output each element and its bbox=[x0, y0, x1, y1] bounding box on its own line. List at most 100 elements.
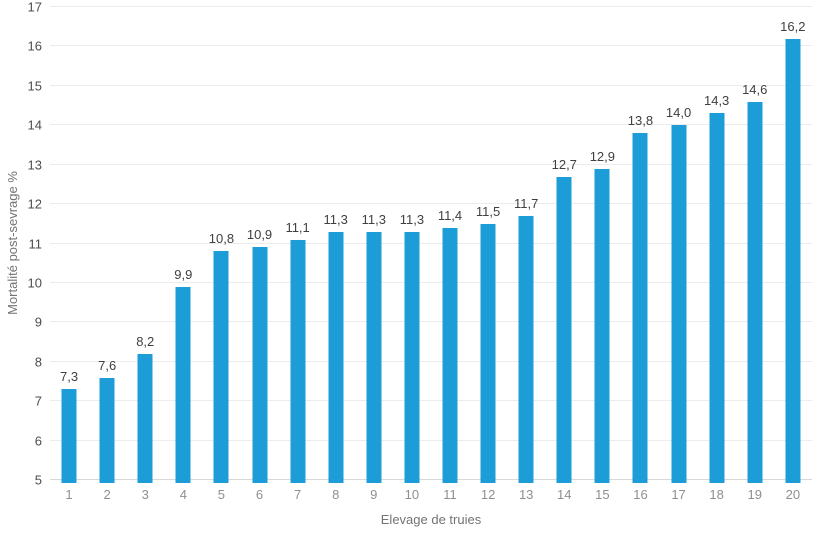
bar-value-label: 14,3 bbox=[703, 93, 730, 109]
x-tick-label: 1 bbox=[65, 487, 73, 502]
bar-value-label: 10,8 bbox=[208, 231, 235, 247]
y-tick-label: 13 bbox=[27, 157, 42, 173]
y-tick-label: 15 bbox=[27, 78, 42, 94]
bar-19 bbox=[747, 101, 763, 483]
bar-cell-5: 10,8 5 bbox=[202, 7, 240, 501]
y-tick-label: 14 bbox=[27, 117, 42, 133]
bar-cell-1: 7,3 1 bbox=[50, 7, 88, 501]
bar-cell-17: 14,0 17 bbox=[660, 7, 698, 501]
bar-value-label: 14,0 bbox=[665, 105, 692, 121]
bar-13 bbox=[518, 215, 534, 483]
bar-9 bbox=[366, 231, 382, 483]
bar-8 bbox=[328, 231, 344, 483]
bar-20 bbox=[785, 38, 801, 483]
gridline-y-17 bbox=[50, 6, 812, 7]
gridline-y-15 bbox=[50, 84, 812, 86]
y-tick-label: 5 bbox=[34, 472, 42, 488]
y-tick-label: 9 bbox=[34, 314, 42, 330]
bar-cell-6: 10,9 6 bbox=[240, 7, 278, 501]
bars-container: 7,3 1 7,6 2 8,2 3 9,9 4 10,8 5 10,9 6 11,1 7 11,3 8 11,3… bbox=[50, 7, 812, 501]
x-tick-label: 3 bbox=[141, 487, 149, 502]
bar-14 bbox=[556, 176, 572, 483]
x-tick-label: 11 bbox=[443, 487, 457, 502]
bar-value-label: 11,1 bbox=[285, 219, 310, 235]
x-axis-title: Elevage de truies bbox=[380, 512, 482, 527]
gridline-y-11 bbox=[50, 242, 812, 244]
bar-value-label: 11,3 bbox=[399, 211, 425, 227]
bar-17 bbox=[671, 125, 687, 483]
bar-5 bbox=[213, 251, 229, 483]
gridline-y-10 bbox=[50, 281, 812, 283]
y-tick-label: 10 bbox=[27, 275, 42, 291]
gridline-y-5 bbox=[50, 479, 812, 480]
x-tick-label: 15 bbox=[595, 487, 610, 502]
bar-value-label: 13,8 bbox=[627, 113, 654, 129]
x-tick-label: 8 bbox=[332, 487, 340, 502]
bar-value-label: 9,9 bbox=[174, 266, 193, 282]
bar-value-label: 8,2 bbox=[136, 333, 155, 349]
bar-value-label: 11,3 bbox=[323, 211, 348, 227]
bar-cell-12: 11,5 12 bbox=[469, 7, 507, 501]
bar-cell-8: 11,3 8 bbox=[317, 7, 355, 501]
x-tick-label: 17 bbox=[671, 487, 686, 502]
y-tick-label: 12 bbox=[27, 196, 42, 212]
y-tick-label: 6 bbox=[34, 433, 42, 449]
y-axis-title: Mortalité post-sevrage % bbox=[5, 171, 20, 315]
x-tick-label: 5 bbox=[217, 487, 226, 502]
bar-cell-2: 7,6 2 bbox=[88, 7, 126, 501]
bar-value-label: 14,6 bbox=[742, 81, 768, 97]
y-tick-label: 16 bbox=[27, 38, 42, 54]
x-tick-label: 19 bbox=[747, 487, 762, 502]
gridline-y-7 bbox=[50, 400, 812, 402]
bar-2 bbox=[99, 377, 115, 483]
x-tick-label: 20 bbox=[785, 487, 801, 502]
gridline-y-13 bbox=[50, 163, 812, 165]
x-tick-label: 12 bbox=[480, 487, 496, 502]
y-tick-label: 7 bbox=[34, 393, 42, 409]
bar-value-label: 11,5 bbox=[475, 203, 501, 219]
x-tick-label: 2 bbox=[103, 487, 111, 502]
bar-cell-16: 13,8 16 bbox=[621, 7, 659, 501]
gridline-y-8 bbox=[50, 360, 812, 362]
x-tick-label: 10 bbox=[404, 487, 420, 502]
gridline-y-16 bbox=[50, 45, 812, 47]
gridline-y-14 bbox=[50, 124, 812, 126]
bar-value-label: 11,3 bbox=[361, 211, 386, 227]
bar-value-label: 11,4 bbox=[437, 207, 463, 223]
plot-area: 5 6 7 8 9 10 11 12 13 14 15 16 17 7,3 1 7,6 2 8,2 3 9,9 4 10,… bbox=[28, 1, 812, 501]
bar-1 bbox=[61, 389, 77, 483]
bar-value-label: 12,9 bbox=[589, 148, 616, 164]
x-tick-label: 18 bbox=[709, 487, 724, 502]
gridline-y-12 bbox=[50, 203, 812, 205]
y-tick-label: 8 bbox=[34, 354, 42, 370]
bar-4 bbox=[175, 286, 191, 483]
y-tick-label: 11 bbox=[28, 236, 43, 251]
gridline-y-9 bbox=[50, 321, 812, 323]
bar-10 bbox=[404, 231, 420, 483]
bar-cell-10: 11,3 10 bbox=[393, 7, 431, 501]
bar-16 bbox=[632, 133, 648, 483]
bar-7 bbox=[290, 239, 306, 483]
bar-cell-13: 11,7 13 bbox=[507, 7, 545, 501]
bar-6 bbox=[252, 247, 268, 483]
bar-11 bbox=[442, 227, 458, 483]
bar-cell-9: 11,3 9 bbox=[355, 7, 393, 501]
bar-15 bbox=[594, 168, 610, 483]
bar-cell-4: 9,9 4 bbox=[164, 7, 202, 501]
bar-cell-7: 11,1 7 bbox=[279, 7, 317, 501]
bar-cell-15: 12,9 15 bbox=[583, 7, 621, 501]
bar-value-label: 7,3 bbox=[60, 369, 79, 385]
bar-3 bbox=[137, 353, 153, 483]
y-tick-label: 17 bbox=[27, 0, 42, 15]
bar-cell-3: 8,2 3 bbox=[126, 7, 164, 501]
bar-value-label: 16,2 bbox=[780, 18, 806, 34]
gridline-y-6 bbox=[50, 439, 812, 441]
bar-value-label: 10,9 bbox=[246, 227, 273, 243]
x-tick-label: 4 bbox=[179, 487, 187, 502]
bar-cell-20: 16,2 20 bbox=[774, 7, 812, 501]
x-tick-label: 14 bbox=[557, 487, 572, 502]
bar-cell-11: 11,4 11 bbox=[431, 7, 469, 501]
bar-18 bbox=[709, 113, 725, 483]
bar-cell-19: 14,6 19 bbox=[736, 7, 774, 501]
